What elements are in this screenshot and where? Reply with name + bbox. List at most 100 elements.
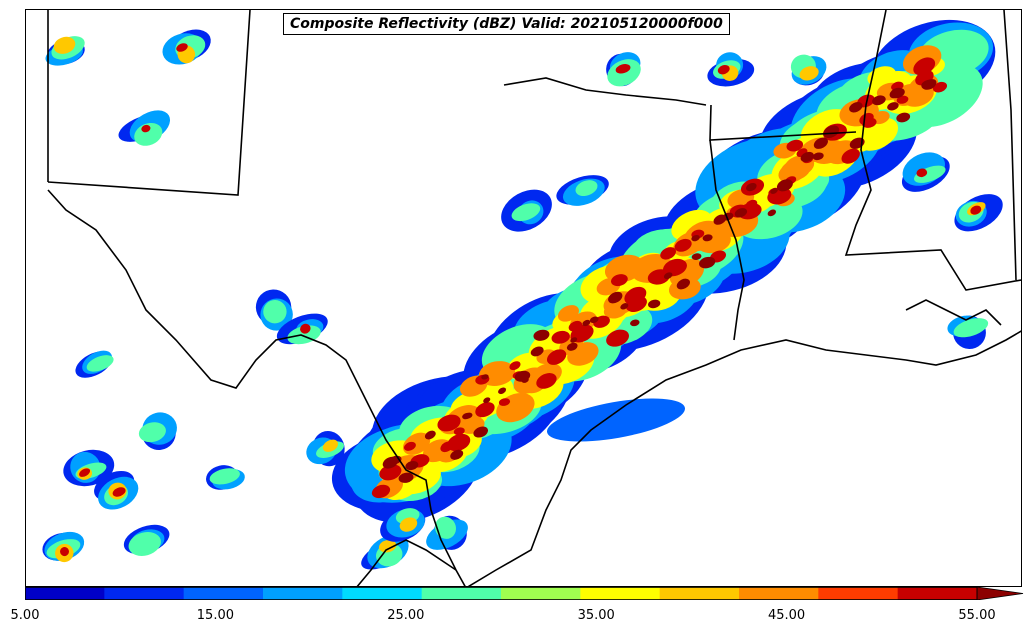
echo-cell [566, 342, 578, 351]
echo-cell [890, 87, 905, 99]
echo-cell [138, 422, 166, 443]
map-title: Composite Reflectivity (dBZ) Valid: 2021… [283, 13, 730, 35]
echo-cell [437, 414, 461, 432]
colorbar-bin [342, 587, 423, 600]
echo-cell [399, 517, 418, 532]
echo-cell [702, 234, 713, 242]
echo-cell [473, 426, 489, 438]
echo-cell [800, 151, 814, 162]
echo-cell [378, 539, 397, 553]
coastline-la-marsh [905, 299, 1002, 326]
echo-cell [575, 180, 598, 197]
echo-cell [663, 272, 673, 280]
echo-cell [615, 64, 631, 74]
state-line-red-river [503, 77, 707, 106]
echo-cell [464, 412, 473, 419]
echo-cell [767, 209, 777, 217]
echo-cell [475, 402, 495, 418]
colorbar-bin [659, 587, 740, 600]
echo-cell [533, 329, 550, 341]
echo-cell [60, 547, 70, 557]
echo-cell [371, 484, 391, 499]
echo-cell [676, 278, 690, 290]
echo-cell [530, 346, 544, 357]
echo-cell [799, 66, 819, 81]
echo-cell [536, 373, 557, 389]
colorbar-tick-label: 25.00 [387, 608, 425, 623]
echo-cell [896, 112, 911, 123]
echo-cell [128, 532, 161, 556]
echo-cell [112, 487, 126, 497]
colorbar-bin [421, 587, 502, 600]
map-panel [25, 9, 1022, 587]
colorbar-bin [25, 587, 105, 600]
echo-cell [745, 199, 758, 209]
colorbar-tick-label: 35.00 [577, 608, 615, 623]
echo-cell [630, 319, 640, 327]
echo-cell [913, 57, 936, 76]
state-line-nm-tx [47, 10, 251, 196]
echo-cell [921, 79, 936, 90]
colorbar-bin [580, 587, 661, 600]
echo-cell [424, 430, 436, 440]
state-line-ms-al [1003, 10, 1017, 281]
echo-cell [209, 468, 240, 485]
colorbar-tick-label: 5.00 [10, 608, 40, 623]
echo-cell [896, 95, 909, 104]
echo-cell [608, 291, 623, 304]
echo-cell [450, 449, 464, 460]
echo-cell [134, 122, 163, 146]
echo-cell [887, 102, 899, 111]
echo-cell [648, 299, 661, 309]
echo-cell [447, 433, 471, 452]
echo-cell [53, 36, 76, 54]
echo-cell [970, 205, 982, 215]
echo-cell [606, 329, 629, 347]
echo-cell [511, 203, 541, 222]
echo-cell [582, 319, 591, 327]
reflectivity-map [42, 10, 1021, 586]
echo-cell [498, 387, 507, 395]
colorbar-bin [897, 587, 978, 600]
echo-cell [546, 349, 567, 365]
echo-cell [620, 303, 629, 310]
echo-cell [86, 355, 114, 372]
echo-cell [786, 139, 804, 152]
echo-cell [611, 274, 628, 287]
echo-cell [589, 316, 599, 324]
colorbar-outline [25, 587, 978, 600]
echo-cell [691, 253, 702, 260]
colorbar [25, 587, 1024, 600]
state-line-ms-river [844, 10, 1021, 291]
colorbar-bin [739, 587, 819, 600]
echo-cell [717, 65, 730, 75]
echo-cell [498, 398, 511, 406]
echo-cell [674, 238, 692, 252]
echo-cell [841, 148, 860, 164]
echo-cell [141, 124, 151, 133]
colorbar-extend-triangle [976, 587, 1024, 600]
coastline-mexico [356, 539, 457, 586]
echo-cell [823, 125, 840, 139]
echo-cell [691, 234, 700, 242]
echo-cell [916, 168, 928, 178]
echo-cell [660, 247, 676, 260]
echo-cell [176, 43, 188, 52]
echo-cell [551, 330, 570, 344]
colorbar-bin [104, 587, 185, 600]
echo-cell [398, 472, 414, 483]
echo-cell [79, 468, 91, 477]
echo-cell [849, 102, 863, 113]
echo-cell [813, 137, 828, 149]
echo-cell [662, 258, 687, 277]
colorbar-bin [183, 587, 264, 600]
colorbar-tick-label: 55.00 [958, 608, 996, 623]
colorbar-tick-label: 15.00 [196, 608, 234, 623]
echo-cell [913, 165, 946, 183]
colorbar-bin [501, 587, 581, 600]
echo-cell [734, 208, 748, 218]
echo-cell [404, 441, 416, 451]
echo-cell [322, 439, 339, 452]
echo-cell [521, 377, 529, 383]
echo-cell [300, 323, 311, 334]
